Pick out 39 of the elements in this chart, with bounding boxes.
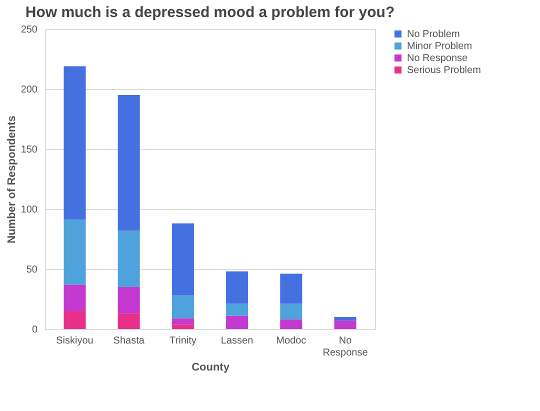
y-tick-label: 200 xyxy=(20,84,38,96)
bar xyxy=(226,271,248,304)
bar xyxy=(226,316,248,329)
bar xyxy=(64,284,86,311)
bar xyxy=(280,274,302,304)
bar xyxy=(172,295,194,318)
bar xyxy=(172,223,194,296)
bar xyxy=(226,304,248,316)
bar xyxy=(118,287,140,314)
bar xyxy=(64,66,86,220)
bar xyxy=(172,318,194,324)
bar xyxy=(118,313,140,329)
x-tick-label: No Response xyxy=(322,336,368,358)
y-tick-label: 50 xyxy=(26,264,38,276)
x-tick-label: Shasta xyxy=(113,336,145,346)
bar xyxy=(280,304,302,320)
bar xyxy=(118,95,140,231)
chart-title: How much is a depressed mood a problem for you? xyxy=(25,4,395,21)
legend-label: No Response xyxy=(407,53,468,64)
y-tick-label: 150 xyxy=(20,144,38,156)
bar xyxy=(172,324,194,329)
bar xyxy=(64,220,86,285)
bar xyxy=(64,311,86,329)
bar xyxy=(118,230,140,287)
legend-label: Serious Problem xyxy=(407,65,481,76)
x-axis-title: County xyxy=(192,362,230,374)
x-tick-label: Trinity xyxy=(170,336,196,346)
y-tick-label: 250 xyxy=(20,24,38,36)
y-axis-title: Number of Respondents xyxy=(6,116,18,244)
x-tick-label: Lassen xyxy=(220,336,254,346)
y-tick-label: 0 xyxy=(32,324,38,336)
x-tick-label: Siskiyou xyxy=(56,336,94,346)
y-tick-label: 100 xyxy=(20,204,38,216)
legend-label: Minor Problem xyxy=(407,41,472,52)
bar xyxy=(334,317,356,321)
x-tick-label: Modoc xyxy=(276,336,306,346)
bar xyxy=(334,320,356,329)
bar xyxy=(280,319,302,329)
legend-label: No Problem xyxy=(407,29,460,40)
